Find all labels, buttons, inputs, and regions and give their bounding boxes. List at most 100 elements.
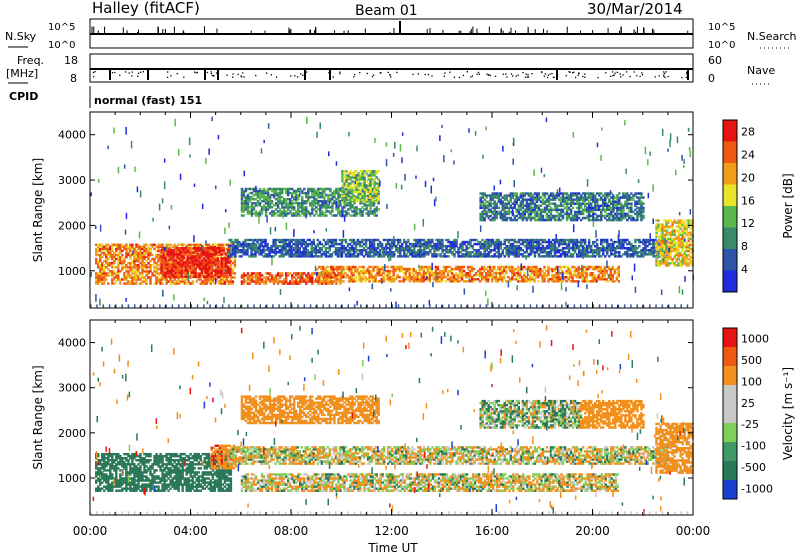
data-cell <box>160 261 163 264</box>
data-cell <box>388 244 392 248</box>
data-cell <box>133 274 136 277</box>
data-cell <box>519 246 523 250</box>
data-cell <box>551 276 554 279</box>
data-cell <box>170 267 173 270</box>
data-cell <box>493 255 496 258</box>
data-cell <box>591 278 594 281</box>
data-cell <box>254 276 258 279</box>
data-cell <box>557 269 560 273</box>
data-cell <box>573 244 577 248</box>
data-cell <box>353 174 356 177</box>
data-cell <box>278 244 281 248</box>
data-cell <box>282 197 286 201</box>
data-cell <box>344 246 348 250</box>
data-cell <box>174 263 177 266</box>
data-cell <box>141 266 144 269</box>
data-cell <box>340 238 344 242</box>
data-cell <box>250 191 254 195</box>
data-cell <box>499 255 502 258</box>
data-cell <box>462 265 466 269</box>
data-cell <box>499 269 502 273</box>
data-cell <box>244 202 248 205</box>
data-cell <box>308 238 311 242</box>
data-cell <box>477 240 480 244</box>
nave-dot <box>685 76 687 79</box>
data-cell <box>406 267 409 271</box>
data-cell <box>99 263 102 267</box>
data-cell <box>425 251 428 254</box>
data-cell <box>256 202 260 205</box>
data-cell <box>368 240 372 244</box>
data-cell <box>264 240 267 244</box>
data-cell <box>489 255 492 258</box>
data-cell <box>280 246 283 250</box>
data-cell <box>418 278 422 281</box>
nave-dot <box>543 75 545 77</box>
data-cell <box>501 242 504 246</box>
data-cell <box>299 187 302 191</box>
data-cell <box>313 200 316 203</box>
nave-dot <box>541 71 543 74</box>
data-cell <box>517 280 520 283</box>
data-cell <box>407 255 410 258</box>
data-cell <box>376 255 380 258</box>
data-cell <box>440 278 444 281</box>
data-cell <box>297 276 300 279</box>
data-cell <box>326 271 329 275</box>
data-cell <box>236 238 239 242</box>
data-cell <box>390 244 394 248</box>
data-cell <box>184 267 187 270</box>
data-cell <box>258 278 262 281</box>
data-cell <box>636 253 639 256</box>
data-cell <box>351 180 354 183</box>
data-cell <box>246 210 250 213</box>
nsearch-label: N.Search <box>747 30 797 43</box>
data-cell <box>346 244 350 248</box>
data-cell <box>123 266 126 269</box>
data-cell <box>511 265 514 269</box>
data-cell <box>181 245 184 249</box>
data-cell <box>459 246 462 250</box>
data-cell <box>486 276 490 279</box>
nave-dot <box>662 71 665 73</box>
data-cell <box>288 200 292 203</box>
data-cell <box>157 278 160 281</box>
data-cell <box>497 249 500 252</box>
data-cell <box>252 193 256 197</box>
data-cell <box>488 271 492 275</box>
data-cell <box>369 192 372 195</box>
data-cell <box>173 245 176 249</box>
data-cell <box>336 253 340 256</box>
nave-dot <box>353 73 356 76</box>
data-cell <box>214 269 218 272</box>
data-cell <box>599 265 602 269</box>
data-cell <box>403 255 406 258</box>
data-cell <box>357 190 360 193</box>
data-cell <box>378 271 381 275</box>
data-cell <box>228 249 232 252</box>
data-cell <box>295 212 298 215</box>
data-cell <box>342 273 345 277</box>
data-cell <box>284 200 288 203</box>
data-cell <box>529 280 532 283</box>
data-cell <box>585 251 589 254</box>
data-cell <box>371 204 374 207</box>
data-cell <box>596 246 599 250</box>
nave-dot <box>210 72 213 75</box>
data-cell <box>466 273 470 277</box>
data-cell <box>622 246 625 250</box>
data-cell <box>193 243 196 247</box>
data-cell <box>220 265 224 268</box>
data-cell <box>513 238 517 242</box>
data-cell <box>226 267 230 270</box>
data-cell <box>252 280 256 283</box>
data-cell <box>196 255 199 258</box>
data-cell <box>223 243 227 247</box>
data-cell <box>406 276 409 279</box>
data-cell <box>174 253 177 256</box>
data-cell <box>252 189 256 193</box>
data-cell <box>547 246 551 250</box>
data-cell <box>497 238 500 242</box>
data-cell <box>248 255 251 258</box>
nave-dot <box>339 72 341 75</box>
